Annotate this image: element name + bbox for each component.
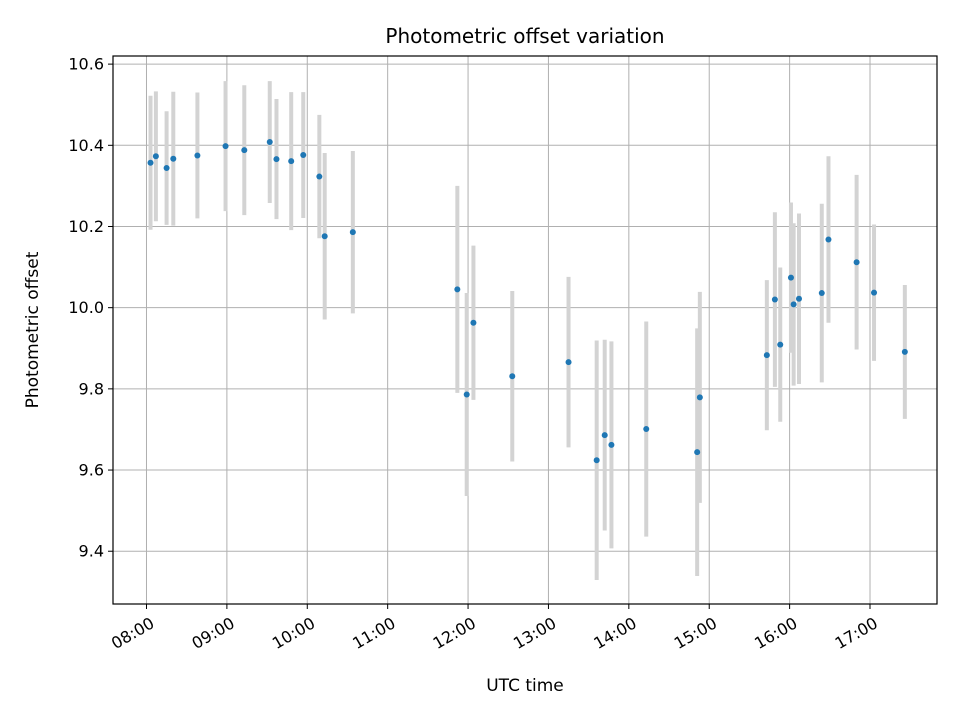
data-point (696, 394, 703, 401)
data-point (593, 457, 600, 464)
data-point (795, 295, 802, 302)
data-point (470, 319, 477, 326)
x-axis-label: UTC time (486, 676, 564, 696)
y-axis: 9.4 9.6 9.8 10.0 10.2 10.4 10.6 (68, 55, 113, 561)
data-point (288, 158, 295, 165)
data-point (266, 139, 273, 146)
data-point (163, 165, 170, 172)
data-points (147, 139, 908, 464)
data-point (901, 348, 908, 355)
data-point (825, 236, 832, 243)
data-point (818, 290, 825, 297)
data-point (763, 352, 770, 359)
data-point (273, 156, 280, 163)
data-point (194, 152, 201, 159)
data-point (777, 341, 784, 348)
data-point (643, 426, 650, 433)
plot-frame (112, 55, 938, 605)
chart-title: Photometric offset variation (385, 24, 664, 48)
data-point (321, 233, 328, 240)
y-tick-label: 9.6 (79, 461, 104, 480)
y-tick-label: 10.6 (68, 55, 104, 74)
data-point (147, 159, 154, 166)
data-point (463, 391, 470, 398)
data-point (152, 153, 159, 160)
data-point (787, 274, 794, 281)
y-axis-label: Photometric offset (23, 251, 43, 408)
y-tick-label: 9.4 (79, 542, 104, 561)
y-tick-label: 10.2 (68, 217, 104, 236)
data-point (349, 229, 356, 236)
data-point (170, 155, 177, 162)
data-point (601, 432, 608, 439)
y-tick-label: 10.0 (68, 298, 104, 317)
data-point (316, 173, 323, 180)
data-point (771, 296, 778, 303)
data-point (694, 449, 701, 456)
data-point (853, 259, 860, 266)
data-point (241, 147, 248, 154)
data-point (454, 286, 461, 293)
y-tick-label: 9.8 (79, 379, 104, 398)
y-tick-label: 10.4 (68, 136, 104, 155)
data-point (222, 143, 229, 150)
data-point (300, 152, 307, 159)
data-point (565, 359, 572, 366)
data-point (790, 301, 797, 308)
data-point (871, 289, 878, 296)
data-point (608, 441, 615, 448)
data-point (509, 373, 516, 380)
